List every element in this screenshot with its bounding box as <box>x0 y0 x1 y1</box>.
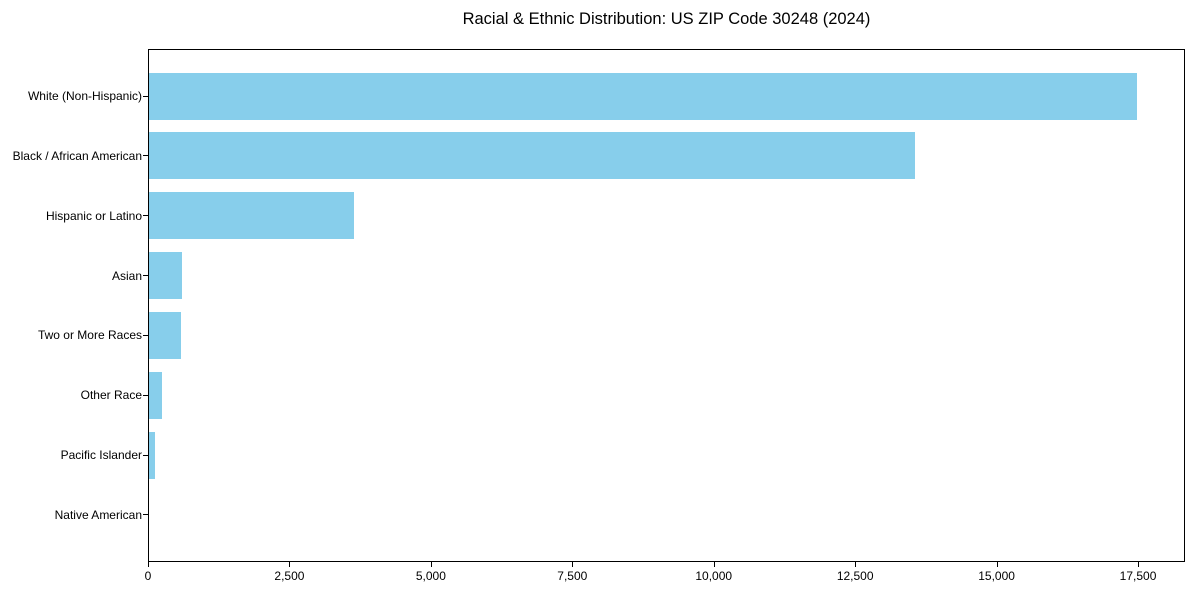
x-tick-mark <box>713 562 715 567</box>
y-tick-label: Native American <box>54 507 142 522</box>
x-tick-mark <box>148 562 149 567</box>
chart-title: Racial & Ethnic Distribution: US ZIP Cod… <box>462 10 871 28</box>
y-tick-mark <box>143 275 148 277</box>
y-tick-label: Other Race <box>80 388 142 403</box>
y-tick-mark <box>143 394 148 396</box>
bar <box>149 311 182 359</box>
y-tick-label: White (Non-Hispanic) <box>27 89 142 103</box>
x-tick-mark <box>1138 562 1140 567</box>
y-tick-label: Hispanic or Latino <box>45 208 142 223</box>
x-tick-label: 15,000 <box>978 569 1015 583</box>
y-tick-mark <box>143 454 148 456</box>
y-tick-mark <box>143 514 148 516</box>
x-tick-mark <box>996 562 998 567</box>
x-tick-mark <box>855 562 857 567</box>
x-tick-mark <box>289 562 291 567</box>
bar <box>149 72 1138 120</box>
bar <box>149 252 182 300</box>
bar <box>149 192 354 240</box>
x-tick-label: 0 <box>144 569 152 583</box>
x-tick-label: 17,500 <box>1119 569 1157 583</box>
y-tick-label: Pacific Islander <box>60 448 142 463</box>
y-tick-label: Black / African American <box>12 148 142 163</box>
bar <box>149 371 162 419</box>
plot-area <box>148 49 1185 562</box>
x-tick-label: 7,500 <box>557 569 588 583</box>
bar <box>149 132 915 180</box>
x-tick-mark <box>430 562 432 567</box>
y-tick-mark <box>143 334 148 336</box>
y-tick-label: Asian <box>111 268 142 283</box>
y-tick-label: Two or More Races <box>37 328 142 343</box>
y-tick-mark <box>143 155 148 157</box>
x-tick-mark <box>572 562 574 567</box>
y-tick-mark <box>143 95 148 97</box>
x-tick-label: 12,500 <box>836 569 874 583</box>
x-tick-label: 5,000 <box>415 569 446 583</box>
x-tick-label: 10,000 <box>695 569 733 583</box>
bar <box>149 431 155 479</box>
x-tick-label: 2,500 <box>274 569 305 583</box>
y-tick-mark <box>143 215 148 217</box>
